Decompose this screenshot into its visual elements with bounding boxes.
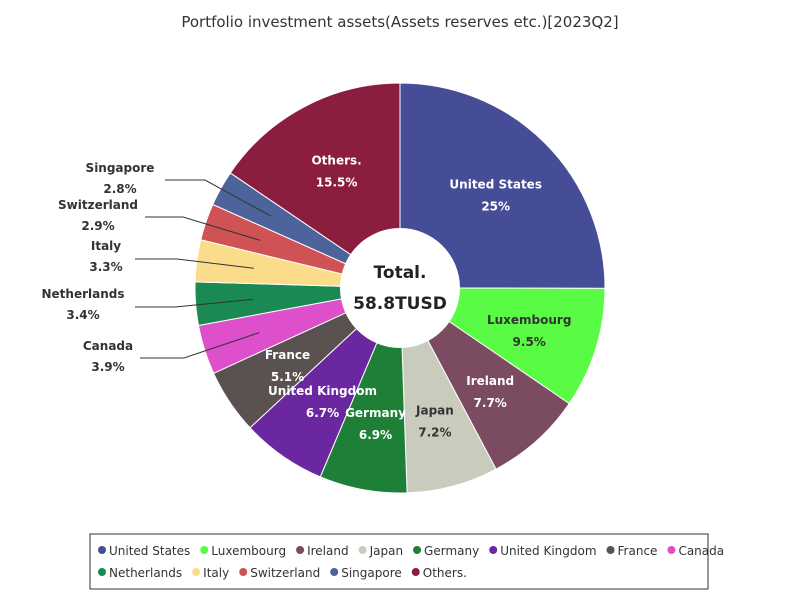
legend-marker-japan [358, 546, 367, 554]
legend: United States Luxembourg Ireland Japan Germa… [89, 533, 724, 590]
legend-marker-ireland [296, 546, 305, 554]
slice-value-italy: 3.3% [89, 260, 122, 274]
legend-item-luxembourg: Luxembourg [211, 544, 286, 558]
slice-label-canada: Canada [83, 339, 133, 353]
slice-label-germany: Germany [345, 406, 406, 420]
legend-marker-united-states [98, 546, 106, 554]
legend-item-germany: Germany [424, 544, 479, 558]
leader-line-italy [135, 258, 254, 269]
legend-marker-netherlands [98, 568, 106, 576]
leader-line-singapore [165, 179, 272, 217]
slice-labels: United States 25% Luxembourg 9.5% Ireland 7.7… [41, 154, 571, 443]
leader-line-switzerland [145, 216, 261, 241]
slice-value-united-states: 25% [481, 199, 510, 213]
legend-item-japan: Japan [369, 544, 403, 558]
leader-line-netherlands [135, 298, 253, 308]
legend-marker-france [606, 546, 615, 554]
legend-marker-switzerland [239, 568, 248, 576]
slice-label-italy: Italy [91, 239, 121, 253]
slice-value-united-kingdom: 6.7% [306, 406, 339, 420]
legend-item-others: Others. [423, 566, 467, 580]
legend-item-singapore: Singapore [341, 566, 402, 580]
slice-label-singapore: Singapore [86, 161, 155, 175]
slice-value-germany: 6.9% [359, 428, 392, 442]
legend-item-united-states: United States [109, 544, 190, 558]
slice-value-others: 15.5% [316, 176, 358, 190]
slice-value-luxembourg: 9.5% [513, 335, 546, 349]
slice-label-united-states: United States [449, 177, 542, 191]
slice-label-france: France [265, 348, 310, 362]
pie-slice-others [229, 82, 401, 289]
legend-item-ireland: Ireland [307, 544, 349, 558]
slice-label-switzerland: Switzerland [58, 198, 138, 212]
legend-marker-singapore [330, 568, 339, 576]
slice-value-ireland: 7.7% [474, 396, 507, 410]
slice-value-canada: 3.9% [91, 360, 124, 374]
leader-lines [135, 179, 272, 359]
slice-label-luxembourg: Luxembourg [487, 313, 571, 327]
slice-value-japan: 7.2% [418, 426, 451, 440]
legend-box [89, 533, 709, 590]
legend-item-italy: Italy [203, 566, 229, 580]
legend-marker-germany [413, 546, 422, 554]
center-total-value: 58.8TUSD [353, 294, 447, 314]
pie-slice-ireland [399, 287, 570, 470]
slice-label-others: Others. [311, 154, 361, 168]
leader-line-canada [140, 332, 260, 359]
legend-item-united-kingdom: United Kingdom [500, 544, 596, 558]
slice-value-switzerland: 2.9% [81, 219, 114, 233]
slice-label-united-kingdom: United Kingdom [268, 384, 377, 398]
donut-center-hole [340, 228, 460, 348]
legend-item-netherlands: Netherlands [109, 566, 182, 580]
legend-marker-united-kingdom [489, 546, 498, 554]
slice-value-singapore: 2.8% [103, 182, 136, 196]
slice-label-ireland: Ireland [466, 374, 514, 388]
legend-marker-italy [192, 568, 201, 576]
legend-item-switzerland: Switzerland [250, 566, 320, 580]
slice-value-netherlands: 3.4% [66, 308, 99, 322]
legend-marker-canada [667, 546, 676, 554]
legend-item-france: France [618, 544, 658, 558]
pie-slice-united-states [399, 82, 606, 289]
legend-item-canada: Canada [678, 544, 724, 558]
center-total-label: Total. [374, 263, 427, 283]
legend-marker-luxembourg [200, 546, 209, 554]
legend-marker-others [411, 568, 420, 576]
slice-label-netherlands: Netherlands [41, 287, 124, 301]
slice-label-japan: Japan [415, 404, 454, 418]
slice-value-france: 5.1% [271, 370, 304, 384]
chart-title: Portfolio investment assets(Assets reser… [181, 13, 618, 31]
